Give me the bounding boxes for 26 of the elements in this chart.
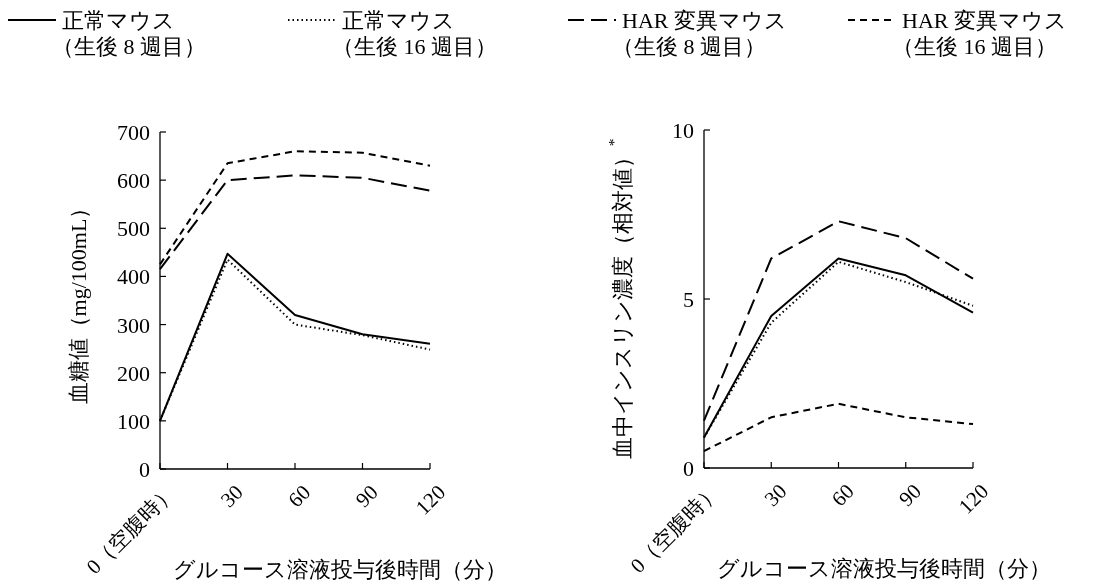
y-tick-label: 5 — [683, 286, 694, 312]
y-tick-label: 200 — [117, 360, 150, 386]
y-tick-label: 600 — [117, 167, 150, 193]
x-axis-title: グルコース溶液投与後時間（分） — [716, 556, 1051, 581]
legend-label: HAR 変異マウス（生後 8 週目） — [612, 7, 787, 59]
x-tick-label: 30 — [759, 479, 792, 512]
y-tick-label: 400 — [117, 263, 150, 289]
y-tick-label: 0 — [139, 456, 150, 482]
y-axis-title: 血糖値（mg/100mL） — [65, 196, 91, 405]
y-tick-label: 0 — [683, 455, 694, 481]
x-tick-label: 60 — [283, 480, 316, 513]
y-tick-label: 300 — [117, 312, 150, 338]
x-tick-label: 30 — [215, 480, 248, 513]
y-tick-label: 100 — [117, 408, 150, 434]
legend-label: 正常マウス（生後 8 週目） — [52, 7, 206, 59]
y-tick-label: 500 — [117, 215, 150, 241]
x-tick-label: 90 — [350, 480, 383, 513]
legend-label: 正常マウス（生後 16 週目） — [332, 7, 497, 59]
x-tick-label: 120 — [954, 479, 994, 519]
y-tick-label: 10 — [672, 117, 694, 143]
legend-label: HAR 変異マウス（生後 16 週目） — [892, 7, 1067, 59]
x-tick-label: 120 — [411, 480, 451, 520]
y-tick-label: 700 — [117, 119, 150, 145]
x-axis-title: グルコース溶液投与後時間（分） — [173, 557, 507, 582]
x-tick-label: 90 — [894, 479, 927, 512]
x-tick-label: 60 — [826, 479, 859, 512]
